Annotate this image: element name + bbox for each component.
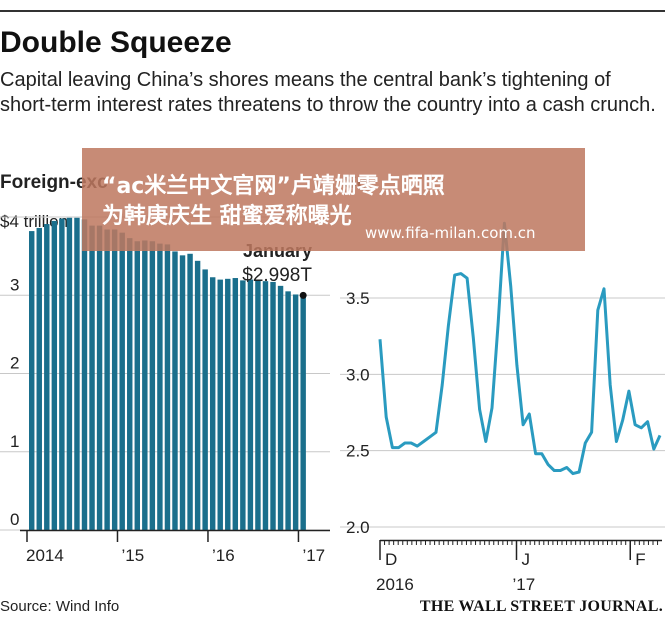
annotation-value: $2.998T: [242, 265, 312, 286]
reserves-bar-chart: Foreign-exc$4 trillion01232014’15’16’17J…: [0, 172, 330, 565]
bar: [164, 244, 171, 530]
watermark-banner: [82, 148, 585, 251]
x-tick-label: ’17: [302, 546, 325, 565]
y-axis-unit-label: $4 trillion: [0, 212, 68, 231]
bar: [285, 291, 291, 530]
y-tick-label: 1: [10, 432, 19, 451]
bar: [255, 279, 261, 530]
page-title: Double Squeeze: [0, 26, 232, 59]
y-tick-label: 2.5: [346, 442, 370, 461]
x-tick-label: D: [385, 550, 397, 569]
bar: [232, 278, 239, 530]
y-tick-label: 3.5: [346, 289, 370, 308]
bar: [149, 241, 156, 530]
x-tick-label: J: [522, 550, 531, 569]
bar: [134, 241, 140, 530]
x-tick-label: ’15: [121, 546, 144, 565]
bar: [194, 260, 201, 530]
y-tick-label: 3: [10, 275, 19, 294]
x-tick-label: 2014: [26, 546, 64, 565]
watermark-url: www.fifa-milan.com.cn: [365, 224, 536, 242]
bar: [142, 240, 148, 530]
y-tick-label: 0: [10, 510, 19, 529]
y-tick-label: 2.0: [346, 518, 370, 537]
bar: [225, 278, 231, 530]
bar: [66, 217, 73, 530]
bar: [74, 217, 80, 530]
series-line: [378, 221, 662, 476]
bar: [157, 243, 163, 530]
bar: [59, 218, 65, 530]
bar: [111, 229, 118, 530]
bar: [187, 253, 193, 530]
bar: [81, 219, 88, 530]
bar: [89, 225, 95, 531]
watermark-line-2: 为韩庚庆生 甜蜜爱称曝光: [102, 204, 352, 229]
watermark-line-1: “ac米兰中文官网”卢靖姗零点晒照: [102, 174, 445, 199]
annotation-dot: [299, 291, 307, 299]
bar: [127, 238, 133, 530]
bar: [209, 277, 216, 530]
bar: [247, 279, 254, 530]
bar: [277, 285, 284, 530]
bar: [179, 255, 186, 530]
chart-title: Foreign-exc: [0, 172, 108, 193]
bar: [262, 281, 269, 530]
source-note: Source: Wind Info: [0, 598, 120, 615]
bar: [104, 229, 110, 530]
bar: [292, 294, 299, 530]
x-tick-sublabel: ’17: [513, 575, 536, 594]
top-rule: [0, 10, 665, 12]
y-tick-label: 3.0: [346, 365, 370, 384]
bar: [300, 295, 306, 530]
bar: [217, 279, 223, 530]
x-tick-sublabel: 2016: [376, 575, 414, 594]
bar: [29, 231, 35, 530]
bar: [36, 227, 42, 530]
bar: [202, 269, 208, 530]
bar: [270, 281, 276, 530]
bar: [119, 232, 125, 530]
bar: [172, 251, 178, 530]
bar: [51, 220, 58, 530]
y-tick-label: 2: [10, 354, 19, 373]
bar: [44, 224, 50, 530]
bar: [96, 225, 103, 531]
x-tick-label: ’16: [212, 546, 235, 565]
bar: [240, 280, 246, 530]
x-tick-label: F: [635, 550, 645, 569]
page-subtitle: Capital leaving China’s shores means the…: [0, 69, 656, 116]
publisher-logo: THE WALL STREET JOURNAL.: [419, 598, 663, 615]
